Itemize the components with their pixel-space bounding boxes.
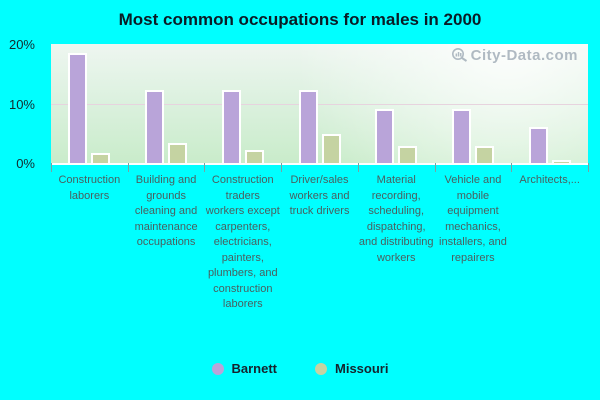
y-tick-label: 0% bbox=[16, 156, 35, 171]
bar-barnett bbox=[451, 109, 471, 163]
bar-barnett bbox=[298, 90, 318, 163]
x-tick-mark bbox=[204, 163, 206, 172]
chart-title: Most common occupations for males in 200… bbox=[118, 10, 482, 29]
x-category-label: Driver/sales workers and truck drivers bbox=[289, 174, 350, 217]
y-tick-label: 20% bbox=[8, 37, 35, 52]
legend-label: Barnett bbox=[231, 361, 278, 376]
x-category-label: Construction laborers bbox=[58, 174, 121, 202]
watermark: City-Data.com bbox=[451, 47, 578, 64]
x-tick-mark bbox=[357, 163, 359, 172]
watermark-text: City-Data.com bbox=[470, 47, 578, 64]
legend-dot bbox=[211, 362, 224, 375]
magnifier-icon bbox=[451, 48, 467, 62]
x-category-label: Material recording, scheduling, dispatch… bbox=[358, 174, 434, 264]
x-category-label: Vehicle and mobile equipment mechanics, … bbox=[439, 174, 507, 264]
bar-missouri bbox=[474, 146, 494, 163]
x-tick-mark bbox=[434, 163, 436, 172]
bar-group bbox=[281, 44, 358, 163]
legend-item-barnett: Barnett bbox=[211, 361, 278, 376]
bar-barnett bbox=[221, 90, 241, 163]
bar-missouri bbox=[244, 150, 264, 163]
bar-missouri bbox=[551, 160, 571, 163]
x-tick-mark bbox=[281, 163, 283, 172]
x-category-label: Building and grounds cleaning and mainte… bbox=[134, 174, 198, 248]
x-category-label: Architects,... bbox=[519, 174, 580, 186]
bar-group bbox=[358, 44, 435, 163]
bar-missouri bbox=[398, 146, 418, 163]
y-tick-label: 10% bbox=[8, 96, 35, 112]
x-axis-labels: Construction laborers Building and ground… bbox=[51, 173, 588, 313]
x-tick-mark bbox=[511, 163, 513, 172]
bar-missouri bbox=[168, 143, 188, 163]
x-tick-mark bbox=[127, 163, 129, 172]
legend-item-missouri: Missouri bbox=[315, 361, 388, 376]
bar-group bbox=[204, 44, 281, 163]
x-category-label: Construction traders workers except carp… bbox=[205, 174, 280, 310]
x-tick-mark bbox=[51, 163, 52, 172]
bar-barnett bbox=[528, 127, 548, 163]
legend-label: Missouri bbox=[335, 361, 389, 376]
bar-barnett bbox=[145, 90, 165, 163]
bar-group bbox=[435, 44, 512, 163]
bar-group bbox=[51, 44, 128, 163]
x-tick-mark bbox=[588, 163, 589, 172]
bars-container bbox=[51, 44, 588, 163]
bar-missouri bbox=[321, 134, 341, 163]
legend: Barnett Missouri bbox=[0, 361, 600, 376]
plot-area: City-Data.com bbox=[51, 44, 588, 165]
bar-missouri bbox=[91, 153, 111, 163]
bar-barnett bbox=[375, 109, 395, 163]
gridline-10pct bbox=[51, 103, 588, 105]
legend-dot bbox=[315, 362, 328, 375]
bar-barnett bbox=[68, 53, 88, 163]
bar-group bbox=[511, 44, 588, 163]
bar-group bbox=[128, 44, 205, 163]
